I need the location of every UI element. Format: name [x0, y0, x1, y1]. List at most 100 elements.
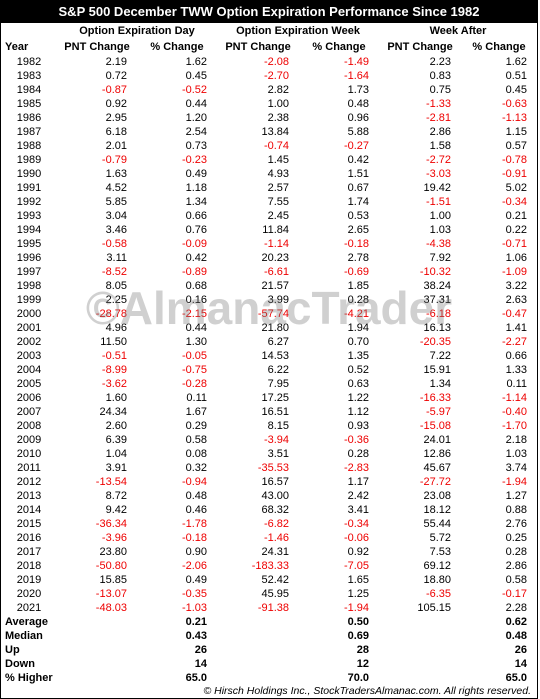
year-cell: 1987	[16, 126, 42, 138]
value-cell: -1.49	[343, 56, 370, 68]
value-cell: 4.52	[105, 182, 127, 194]
value-cell: 37.31	[423, 294, 452, 306]
value-cell: 1.41	[505, 322, 528, 334]
value-cell: -1.33	[425, 98, 452, 110]
value-cell: 8.15	[267, 420, 290, 432]
summary-label: Median	[5, 630, 43, 642]
value-cell: 0.44	[185, 98, 208, 110]
value-cell: 0.42	[185, 252, 208, 264]
year-cell: 2005	[16, 378, 42, 390]
empty-cell	[217, 671, 299, 685]
value-cell: 45.67	[423, 462, 452, 474]
year-cell: 2014	[16, 504, 42, 516]
value-cell: -1.46	[263, 532, 290, 544]
value-cell: -0.89	[181, 266, 208, 278]
data-row: 2014 9.42 0.46 68.32 3.41 18.12 0.88	[1, 503, 537, 517]
value-cell: 2.86	[429, 126, 452, 138]
value-cell: -1.03	[181, 602, 208, 614]
data-row: 2001 4.96 0.44 21.80 1.94 16.13 1.41	[1, 321, 537, 335]
value-cell: -1.09	[501, 266, 528, 278]
value-cell: -1.13	[501, 112, 528, 124]
year-cell: 1999	[16, 294, 42, 306]
year-cell: 1996	[16, 252, 42, 264]
value-cell: -48.03	[95, 602, 127, 614]
value-cell: 1.58	[429, 140, 452, 152]
year-cell: 1997	[16, 266, 42, 278]
summary-label: Up	[5, 644, 20, 656]
value-cell: 3.91	[105, 462, 127, 474]
value-cell: 0.44	[185, 322, 208, 334]
data-row: 2005 -3.62 -0.28 7.95 0.63 1.34 0.11	[1, 377, 537, 391]
value-cell: 1.03	[505, 448, 528, 460]
value-cell: 1.62	[505, 56, 528, 68]
data-row: 2017 23.80 0.90 24.31 0.92 7.53 0.28	[1, 545, 537, 559]
year-cell: 2019	[16, 574, 42, 586]
value-cell: 3.22	[505, 280, 528, 292]
value-cell: 1.45	[267, 154, 290, 166]
data-row: 2011 3.91 0.32 -35.53 -2.83 45.67 3.74	[1, 461, 537, 475]
column-header-row: Year PNT Change % Change PNT Change % Change…	[1, 39, 537, 55]
year-cell: 1984	[16, 84, 42, 96]
summary-row: Average 0.21 0.50 0.62	[1, 615, 537, 629]
data-row: 1983 0.72 0.45 -2.70 -1.64 0.83 0.51	[1, 69, 537, 83]
value-cell: 2.86	[505, 560, 528, 572]
value-cell: -16.33	[419, 392, 452, 404]
value-cell: 1.34	[429, 378, 452, 390]
value-cell: 1.12	[347, 406, 370, 418]
data-row: 1982 2.19 1.62 -2.08 -1.49 2.23 1.62	[1, 55, 537, 69]
value-cell: 1.63	[105, 168, 127, 180]
value-cell: 5.72	[429, 532, 452, 544]
value-cell: -0.34	[501, 196, 528, 208]
year-cell: 2006	[16, 392, 42, 404]
value-cell: -2.06	[181, 560, 208, 572]
summary-value: 0.50	[347, 616, 370, 628]
value-cell: 2.63	[505, 294, 528, 306]
value-cell: 7.22	[429, 350, 452, 362]
year-cell: 2013	[16, 490, 42, 502]
value-cell: 16.13	[423, 322, 452, 334]
data-row: 2018 -50.80 -2.06 -183.33 -7.05 69.12 2.86	[1, 559, 537, 573]
column-header: PNT Change	[64, 41, 130, 53]
value-cell: 8.72	[105, 490, 127, 502]
empty-cell	[217, 615, 299, 629]
data-row: 1996 3.11 0.42 20.23 2.78 7.92 1.06	[1, 251, 537, 265]
value-cell: 24.34	[99, 406, 127, 418]
value-cell: 0.11	[186, 392, 208, 404]
year-cell: 1988	[16, 140, 42, 152]
value-cell: -13.54	[95, 476, 127, 488]
value-cell: 0.67	[347, 182, 370, 194]
value-cell: -3.03	[425, 168, 452, 180]
value-cell: 1.74	[347, 196, 370, 208]
year-cell: 2011	[17, 462, 41, 474]
summary-value: 28	[356, 644, 370, 656]
value-cell: 0.25	[505, 532, 528, 544]
column-header: PNT Change	[225, 41, 291, 53]
value-cell: 2.57	[267, 182, 290, 194]
value-cell: -57.74	[257, 308, 290, 320]
value-cell: 0.83	[429, 70, 452, 82]
value-cell: 0.46	[185, 504, 208, 516]
data-row: 1998 8.05 0.68 21.57 1.85 38.24 3.22	[1, 279, 537, 293]
value-cell: 0.68	[185, 280, 208, 292]
value-cell: 3.04	[105, 210, 127, 222]
summary-value: 0.48	[505, 630, 528, 642]
value-cell: -0.87	[101, 84, 127, 96]
value-cell: 0.49	[185, 168, 208, 180]
empty-cell	[217, 629, 299, 643]
value-cell: -0.47	[501, 308, 528, 320]
year-cell: 1990	[16, 168, 42, 180]
value-cell: 0.57	[505, 140, 528, 152]
value-cell: 2.78	[347, 252, 370, 264]
value-cell: -0.63	[501, 98, 528, 110]
data-row: 2004 -8.99 -0.75 6.22 0.52 15.91 1.33	[1, 363, 537, 377]
value-cell: 1.94	[347, 322, 370, 334]
value-cell: -2.15	[181, 308, 208, 320]
value-cell: -0.17	[501, 588, 528, 600]
value-cell: 1.85	[347, 280, 370, 292]
value-cell: 7.92	[429, 252, 452, 264]
value-cell: -6.18	[425, 308, 452, 320]
value-cell: 0.70	[347, 336, 370, 348]
year-cell: 1989	[16, 154, 42, 166]
summary-value: 0.21	[185, 616, 208, 628]
value-cell: 0.32	[185, 462, 208, 474]
